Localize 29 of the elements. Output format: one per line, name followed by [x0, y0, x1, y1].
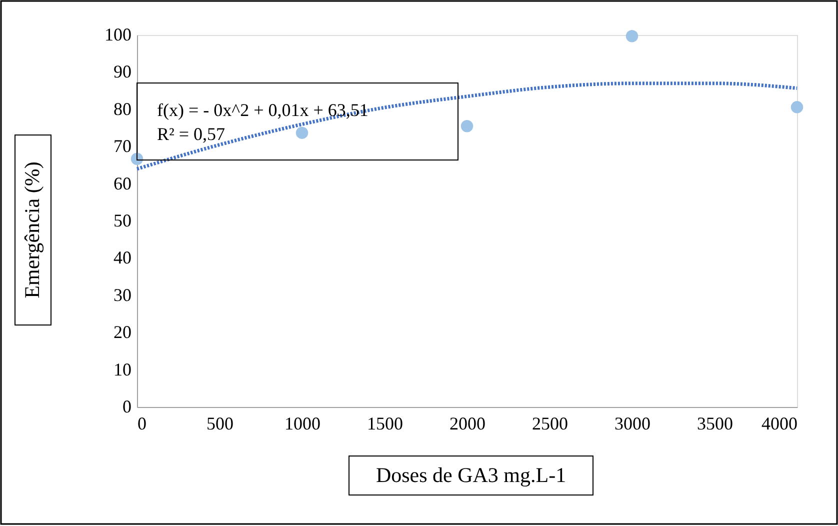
- y-tick-label: 40: [114, 248, 132, 268]
- x-tick-label: 1000: [284, 414, 320, 434]
- line-series: [135, 82, 799, 171]
- y-axis-title: Emergência (%): [20, 162, 44, 298]
- y-tick-label: 0: [122, 396, 132, 416]
- point: [626, 30, 638, 42]
- point: [790, 101, 804, 114]
- x-tick-label: 4000: [762, 414, 798, 434]
- y-tick-label: 30: [114, 284, 132, 305]
- x-tick-label: 2000: [450, 414, 486, 434]
- y-tick-label: 100: [104, 24, 132, 44]
- annotation: R² = 0,57: [157, 124, 226, 144]
- annotation: f(x) = - 0x^2 + 0,01x + 63,51: [157, 100, 368, 120]
- y-tick-label: 60: [114, 173, 132, 194]
- x-tick-label: 0: [138, 414, 146, 434]
- x-axis-title: Doses de GA3 mg.L-1: [376, 463, 566, 487]
- y-tick-label: 70: [114, 136, 132, 156]
- y-tick-label: 50: [114, 210, 132, 230]
- y-tick-label: 20: [114, 322, 132, 342]
- x-tick-label: 500: [206, 414, 234, 434]
- x-tick-label: 3000: [614, 414, 650, 434]
- y-tick-label: 80: [114, 98, 132, 119]
- x-tick-label: 1500: [367, 414, 403, 434]
- x-tick-label: 2500: [532, 414, 568, 434]
- y-tick-label: 90: [114, 62, 132, 82]
- y-tick-label: 10: [114, 359, 132, 380]
- point: [460, 120, 474, 132]
- point: [296, 126, 308, 139]
- x-tick-label: 3500: [697, 414, 733, 434]
